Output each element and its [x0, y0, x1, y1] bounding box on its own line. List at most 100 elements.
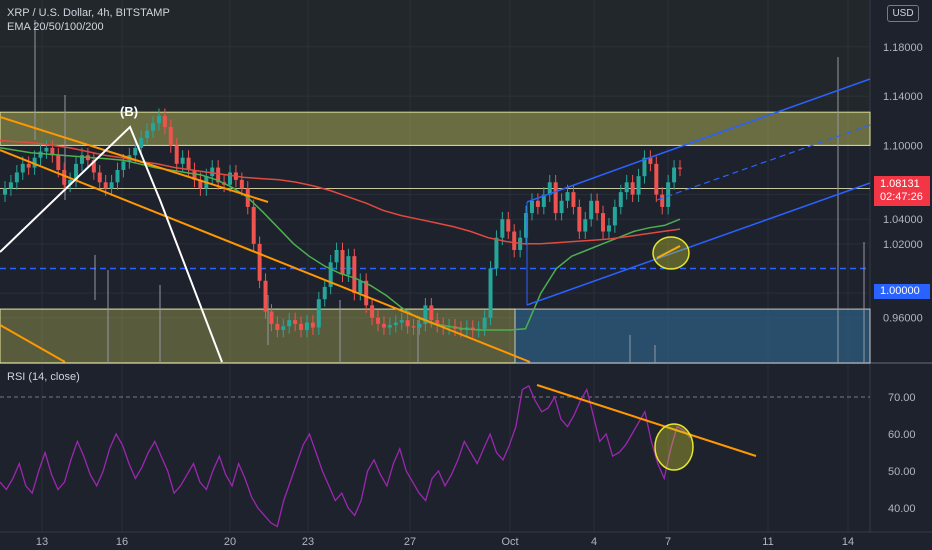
candle-body — [494, 237, 499, 269]
trendline-mid — [0, 149, 531, 363]
time-tick-label: 7 — [665, 536, 671, 548]
candle-body — [322, 286, 327, 300]
candle-body — [180, 157, 185, 164]
candle-body — [565, 192, 570, 201]
rsi-tick-label: 60.00 — [888, 429, 916, 441]
bar-countdown: 02:47:26 — [880, 191, 923, 203]
time-tick-label: 20 — [224, 536, 236, 548]
candle-body — [174, 145, 179, 164]
support-zone — [0, 308, 516, 364]
candle-body — [506, 219, 511, 232]
channel-bottom — [526, 182, 871, 306]
resistance-zone — [0, 111, 871, 146]
candle-body — [79, 155, 84, 164]
candle-body — [162, 115, 167, 127]
candle-body — [376, 317, 381, 324]
candle-body — [535, 200, 540, 207]
support-zone-right — [514, 308, 871, 364]
level-price-tag: 1.00000 — [874, 284, 930, 299]
candle-body — [654, 163, 659, 195]
price-tick-label: 1.18000 — [883, 42, 923, 54]
price-tick-label: 1.04000 — [883, 214, 923, 226]
candle-body — [239, 179, 244, 189]
candle-body — [334, 250, 339, 263]
wave-label: (B) — [120, 104, 138, 119]
price-tick-label: 1.10000 — [883, 140, 923, 152]
candle-body — [636, 176, 641, 195]
time-tick-label: Oct — [501, 536, 518, 548]
current-price-tag: 1.08131 02:47:26 — [874, 176, 930, 206]
candle-body — [299, 323, 304, 330]
symbol-title: XRP / U.S. Dollar, 4h, BITSTAMP — [7, 7, 170, 19]
candle-body — [399, 320, 404, 323]
candle-body — [488, 268, 493, 318]
upper-shade — [0, 0, 870, 113]
currency-button[interactable]: USD — [887, 5, 919, 22]
channel-top-ext — [656, 78, 871, 156]
candle-body — [405, 320, 410, 327]
candle-body — [68, 179, 73, 185]
candle-body — [26, 163, 31, 168]
candle-body — [411, 326, 416, 328]
candle-body — [216, 167, 221, 183]
time-tick-label: 23 — [302, 536, 314, 548]
candle-body — [310, 322, 315, 328]
candle-body — [642, 157, 647, 177]
current-price: 1.08131 — [880, 178, 920, 190]
ema-indicator-legend[interactable]: EMA 20/50/100/200 — [7, 21, 104, 33]
time-tick-label: 16 — [116, 536, 128, 548]
candle-body — [269, 311, 274, 324]
candle-body — [109, 182, 114, 189]
candle-body — [316, 299, 321, 328]
candle-body — [630, 182, 635, 195]
time-tick-label: 11 — [762, 536, 773, 548]
candle-body — [103, 182, 108, 189]
candle-body — [358, 280, 363, 294]
candle-body — [198, 179, 203, 189]
candle-body — [583, 219, 588, 232]
candle-body — [115, 170, 120, 183]
candle-body — [346, 256, 351, 275]
candle-body — [145, 130, 150, 138]
candle-body — [74, 163, 79, 180]
time-tick-label: 13 — [36, 536, 48, 548]
candle-body — [423, 305, 428, 324]
price-tick-label: 1.02000 — [883, 239, 923, 251]
candle-body — [44, 147, 49, 152]
candle-body — [263, 280, 268, 312]
rsi-trendline — [536, 384, 757, 457]
candle-body — [429, 305, 434, 321]
support-touch-line — [656, 245, 681, 259]
candle-body — [417, 323, 422, 328]
ema-long-line — [0, 139, 681, 245]
candle-body — [559, 200, 564, 214]
candle-body — [8, 182, 13, 189]
candle-body — [381, 323, 386, 328]
candle-body — [228, 172, 232, 185]
rsi-tick-label: 40.00 — [888, 503, 916, 515]
candle-body — [364, 280, 369, 306]
candle-body — [648, 157, 653, 164]
candle-body — [91, 160, 96, 173]
candle-body — [571, 192, 576, 207]
candle-body — [435, 320, 440, 326]
price-tick-label: 1.14000 — [883, 91, 923, 103]
candle-body — [210, 167, 215, 177]
wave-line — [0, 125, 223, 363]
candle-body — [56, 155, 61, 170]
candle-body — [512, 231, 517, 250]
trendline-lower — [0, 324, 66, 363]
candle-body — [352, 256, 357, 294]
candle-body — [529, 200, 534, 214]
candle-body — [387, 325, 392, 328]
rsi-indicator-legend[interactable]: RSI (14, close) — [7, 371, 80, 383]
candle-body — [618, 192, 623, 207]
candle-body — [275, 323, 280, 330]
highlight-circle — [652, 236, 690, 270]
candle-body — [595, 200, 600, 214]
candle-body — [482, 317, 487, 329]
time-tick-label: 27 — [404, 536, 416, 548]
candle-body — [139, 138, 144, 148]
